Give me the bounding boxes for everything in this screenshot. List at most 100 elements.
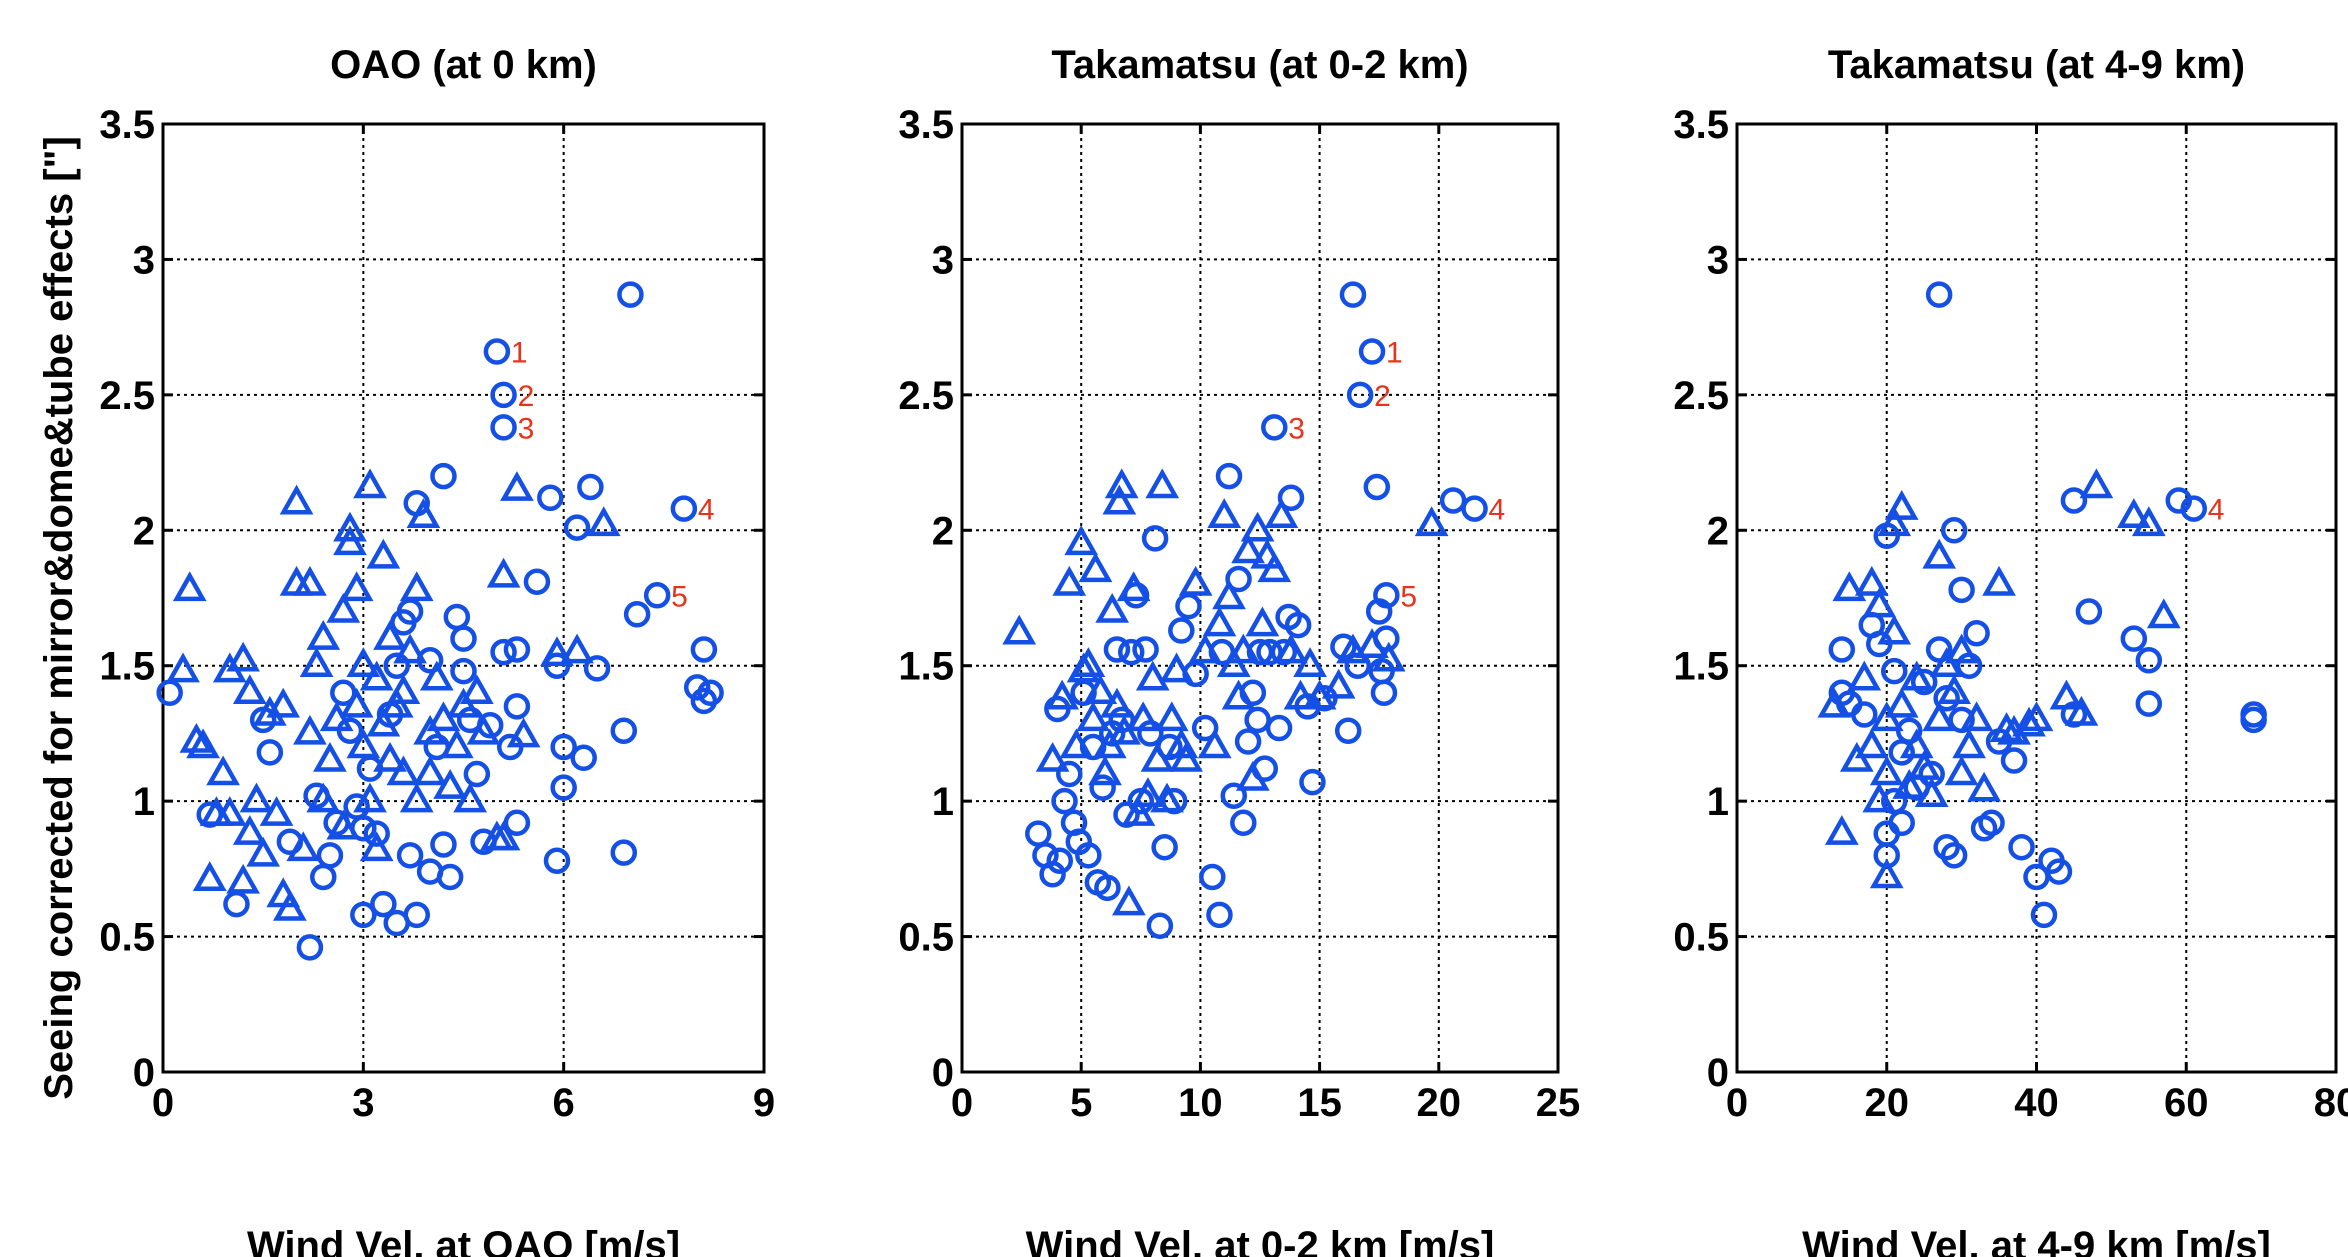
data-point-triangle — [1231, 533, 1265, 564]
data-point-circle — [1025, 820, 1052, 847]
data-point-circle — [310, 863, 337, 891]
data-point-triangle — [1817, 687, 1852, 718]
data-point-circle — [1146, 912, 1174, 939]
data-point-triangle — [439, 728, 474, 759]
data-point-circle — [1051, 787, 1078, 815]
data-point-triangle — [1245, 606, 1280, 637]
data-point-triangle — [1989, 712, 2024, 742]
data-point-triangle — [1832, 571, 1867, 602]
data-point-circle — [2000, 747, 2028, 774]
data-point-triangle — [1059, 728, 1094, 759]
y-tick-label: 2 — [932, 509, 954, 553]
data-point-triangle — [2131, 506, 2166, 537]
data-point-triangle — [1202, 606, 1237, 637]
data-point-circle — [570, 744, 597, 772]
data-point-circle — [1373, 582, 1400, 609]
data-point-circle — [503, 693, 531, 720]
data-point-triangle — [1064, 525, 1099, 556]
data-point-circle — [503, 636, 531, 663]
data-point-circle — [583, 655, 611, 682]
data-point-circle — [1358, 338, 1386, 365]
data-point-circle — [1978, 809, 2005, 837]
data-point-circle — [1910, 668, 1938, 696]
data-point-triangle — [1869, 858, 1904, 889]
data-point-triangle — [500, 471, 534, 501]
data-point-circle — [523, 568, 551, 595]
data-point-circle — [1265, 714, 1293, 742]
data-point-triangle — [373, 741, 407, 772]
data-point-circle — [396, 842, 424, 869]
data-point-triangle — [1937, 674, 1971, 705]
data-point-triangle — [386, 674, 421, 705]
data-point-triangle — [313, 741, 347, 772]
data-point-circle — [1925, 281, 1953, 308]
data-point-triangle — [239, 782, 274, 813]
data-point-triangle — [1899, 660, 1934, 691]
data-point-circle — [610, 839, 638, 866]
data-point-triangle — [2079, 468, 2114, 499]
data-point-circle — [1151, 833, 1178, 861]
data-point-triangle — [1135, 660, 1170, 691]
y-tick-label: 2.5 — [1673, 374, 1729, 418]
data-point-triangle — [1892, 769, 1927, 799]
data-point-circle — [1175, 592, 1202, 620]
data-point-triangle — [166, 652, 200, 683]
data-point-circle — [316, 842, 344, 869]
data-point-circle — [2030, 901, 2058, 929]
point-annotation: 1 — [1386, 337, 1403, 370]
y-tick-label: 0 — [932, 1051, 954, 1095]
x-tick-label: 60 — [2164, 1081, 2209, 1125]
data-point-triangle — [339, 571, 374, 602]
data-point-triangle — [459, 674, 494, 705]
data-point-circle — [2075, 598, 2103, 625]
x-tick-label: 80 — [2314, 1081, 2348, 1125]
data-point-triangle — [1824, 815, 1859, 845]
x-axis-label: Wind Vel. at 4-9 km [m/s] — [1802, 1224, 2271, 1257]
data-point-triangle — [1131, 777, 1165, 807]
data-point-circle — [2135, 647, 2163, 674]
data-point-triangle — [346, 647, 381, 677]
data-point-triangle — [1116, 571, 1151, 602]
y-tick-label: 3 — [133, 238, 155, 282]
data-point-triangle — [1922, 701, 1957, 732]
data-point-triangle — [1274, 633, 1308, 664]
data-point-circle — [490, 414, 517, 441]
data-point-circle — [1141, 525, 1169, 552]
data-point-triangle — [326, 592, 361, 623]
y-tick-label: 1 — [1707, 780, 1729, 824]
data-point-circle — [1039, 861, 1066, 888]
data-point-triangle — [353, 468, 387, 499]
data-point-circle — [403, 901, 431, 929]
data-point-circle — [1940, 517, 1968, 544]
data-point-triangle — [1862, 587, 1897, 618]
data-point-triangle — [1207, 498, 1242, 528]
y-tick-label: 1.5 — [1673, 645, 1729, 689]
data-point-circle — [1191, 714, 1219, 742]
data-point-triangle — [1321, 668, 1356, 699]
data-point-triangle — [1355, 628, 1389, 659]
data-point-triangle — [206, 755, 240, 786]
data-point-circle — [430, 462, 457, 490]
data-point-triangle — [306, 620, 341, 650]
data-point-triangle — [279, 484, 314, 515]
y-tick-label: 3.5 — [898, 103, 954, 147]
data-point-triangle — [1944, 633, 1979, 664]
data-point-triangle — [1922, 538, 1957, 569]
data-point-triangle — [373, 620, 407, 650]
y-tick-label: 2.5 — [898, 374, 954, 418]
data-point-circle — [1234, 728, 1262, 755]
data-point-circle — [1220, 782, 1248, 809]
data-point-triangle — [1235, 760, 1270, 791]
y-tick-label: 2 — [133, 509, 155, 553]
data-point-triangle — [1869, 755, 1904, 786]
data-point-circle — [1370, 679, 1398, 707]
data-point-triangle — [1035, 741, 1070, 772]
data-point-triangle — [1283, 679, 1318, 710]
data-point-triangle — [246, 836, 281, 867]
data-point-circle — [2060, 487, 2088, 514]
data-point-triangle — [232, 815, 267, 845]
data-point-circle — [1963, 619, 1990, 647]
data-point-triangle — [1154, 701, 1189, 732]
data-point-triangle — [2146, 598, 2181, 629]
point-annotation: 2 — [1374, 380, 1391, 413]
